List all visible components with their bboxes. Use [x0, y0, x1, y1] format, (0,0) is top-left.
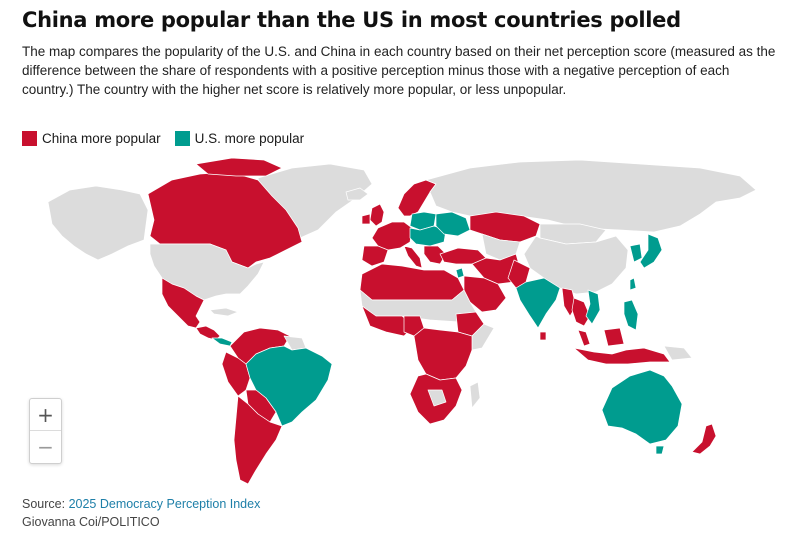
world-map[interactable]	[0, 150, 793, 490]
region-cuba[interactable]	[209, 307, 239, 317]
source-prefix: Source:	[22, 497, 69, 511]
country-central-europe[interactable]	[409, 225, 447, 247]
country-malaysia[interactable]	[577, 329, 591, 347]
credit-line: Giovanna Coi/POLITICO	[22, 515, 160, 529]
region-alaska[interactable]	[47, 185, 149, 261]
country-japan[interactable]	[639, 233, 663, 269]
country-thailand-cambodia[interactable]	[571, 297, 591, 327]
country-new-zealand[interactable]	[691, 423, 717, 455]
country-kazakhstan[interactable]	[469, 211, 541, 243]
country-west-europe[interactable]	[371, 221, 413, 251]
zoom-out-button[interactable]: −	[37, 435, 54, 459]
legend-label-us: U.S. more popular	[194, 130, 305, 146]
legend-label-china: China more popular	[42, 130, 161, 146]
source-link[interactable]: 2025 Democracy Perception Index	[68, 497, 261, 511]
country-canada-islands[interactable]	[195, 157, 283, 177]
country-north-africa[interactable]	[359, 263, 465, 301]
source-line: Source: 2025 Democracy Perception Index	[22, 495, 260, 513]
country-indonesia[interactable]	[573, 347, 671, 365]
legend-swatch-china	[22, 130, 37, 146]
country-ukraine[interactable]	[435, 211, 471, 237]
zoom-in-button[interactable]: +	[30, 399, 61, 431]
country-korea[interactable]	[629, 243, 643, 263]
country-uk[interactable]	[369, 203, 385, 227]
country-central-east-africa[interactable]	[413, 327, 473, 381]
country-mexico[interactable]	[161, 277, 205, 329]
legend: China more popular U.S. more popular	[22, 129, 304, 147]
country-philippines[interactable]	[623, 299, 639, 331]
country-ireland[interactable]	[361, 213, 371, 225]
country-taiwan[interactable]	[629, 277, 637, 291]
country-china[interactable]	[523, 235, 629, 295]
region-madagascar[interactable]	[469, 381, 481, 409]
legend-item-china: China more popular	[22, 130, 161, 146]
country-png[interactable]	[663, 345, 693, 361]
country-chile-argentina[interactable]	[233, 395, 283, 485]
country-tasmania[interactable]	[655, 445, 665, 455]
legend-swatch-us	[174, 130, 190, 146]
source-block: Source: 2025 Democracy Perception Index …	[22, 495, 260, 531]
zoom-control: + −	[29, 398, 62, 464]
country-balkans-greece[interactable]	[423, 245, 447, 265]
map-title: China more popular than the US in most c…	[22, 8, 681, 32]
country-indonesia-borneo[interactable]	[603, 327, 625, 347]
country-india[interactable]	[515, 277, 561, 329]
map-subtitle: The map compares the popularity of the U…	[22, 44, 776, 97]
country-italy[interactable]	[403, 245, 423, 269]
country-iberia[interactable]	[361, 245, 389, 267]
region-botswana[interactable]	[427, 389, 447, 407]
world-map-svg[interactable]	[0, 150, 793, 490]
country-australia[interactable]	[601, 369, 683, 445]
country-norway-sweden-finland[interactable]	[397, 179, 437, 217]
country-vietnam[interactable]	[585, 289, 601, 325]
country-israel[interactable]	[455, 267, 465, 279]
legend-item-us: U.S. more popular	[174, 130, 305, 146]
country-costa-rica-panama[interactable]	[211, 337, 233, 347]
country-iceland[interactable]	[345, 187, 369, 201]
country-sri-lanka[interactable]	[539, 331, 547, 341]
